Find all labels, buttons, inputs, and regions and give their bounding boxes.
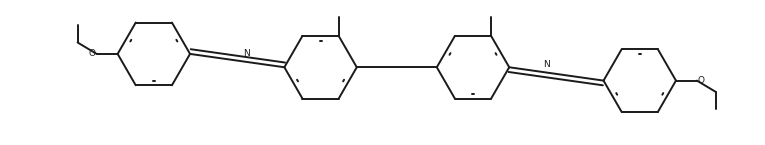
Text: O: O [89, 49, 96, 58]
Text: N: N [243, 49, 250, 58]
Text: N: N [544, 60, 550, 69]
Text: O: O [698, 76, 705, 85]
